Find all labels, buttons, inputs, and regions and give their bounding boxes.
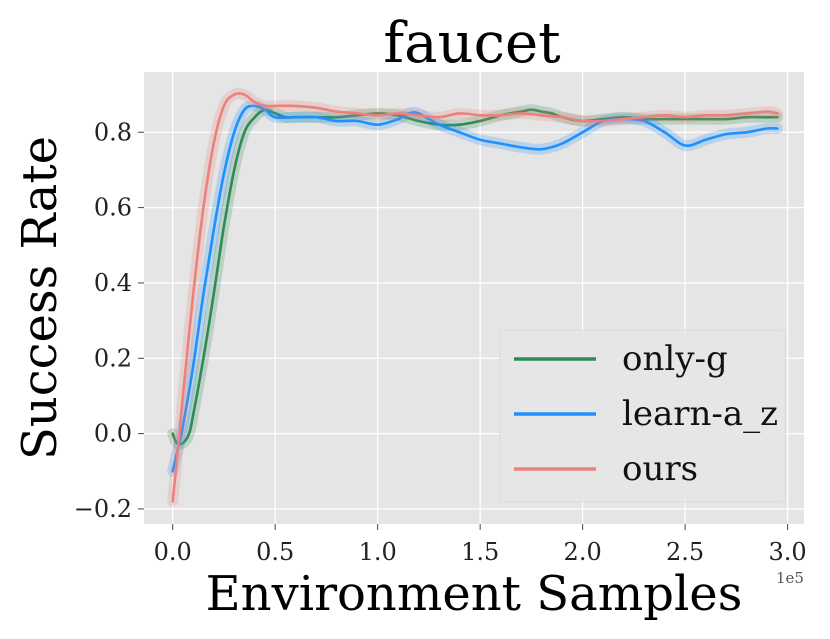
y-tick-label: 0.6 xyxy=(94,194,132,222)
legend-label-only-g: only-g xyxy=(622,339,728,379)
x-tick-label: 3.0 xyxy=(769,538,807,566)
chart-title: faucet xyxy=(383,11,561,76)
legend-label-learn-a-z: learn-a_z xyxy=(622,394,778,434)
x-tick-label: 0.5 xyxy=(256,538,294,566)
legend-label-ours: ours xyxy=(622,449,698,489)
x-axis-exponent: 1e5 xyxy=(776,569,804,587)
y-tick-label: 0.0 xyxy=(94,420,132,448)
x-tick-label: 1.5 xyxy=(461,538,499,566)
x-axis-ticks: 0.0 0.5 1.0 1.5 2.0 2.5 3.0 xyxy=(154,524,807,566)
y-tick-label: 0.8 xyxy=(94,118,132,146)
x-tick-label: 2.5 xyxy=(666,538,704,566)
series-layer xyxy=(167,87,783,507)
series-line-only-g xyxy=(171,108,779,446)
y-tick-label: −0.2 xyxy=(74,495,132,523)
series-line-ours xyxy=(171,92,779,503)
x-axis-label: Environment Samples xyxy=(206,566,743,622)
y-axis-ticks: −0.2 0.0 0.2 0.4 0.6 0.8 xyxy=(74,118,144,523)
y-tick-label: 0.4 xyxy=(94,269,132,297)
series-line-learn-a-z xyxy=(171,104,779,473)
y-tick-label: 0.2 xyxy=(94,344,132,372)
x-tick-label: 0.0 xyxy=(154,538,192,566)
y-axis-label: Success Rate xyxy=(12,136,68,460)
x-tick-label: 2.0 xyxy=(564,538,602,566)
legend-box xyxy=(499,329,786,503)
x-tick-label: 1.0 xyxy=(359,538,397,566)
